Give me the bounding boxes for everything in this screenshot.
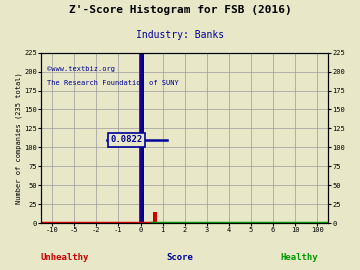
Text: Score: Score (167, 253, 193, 262)
Text: ©www.textbiz.org: ©www.textbiz.org (47, 66, 115, 72)
Text: Unhealthy: Unhealthy (41, 253, 89, 262)
Bar (153, 212, 157, 223)
Text: The Research Foundation of SUNY: The Research Foundation of SUNY (47, 80, 179, 86)
Bar (142, 53, 144, 223)
Text: Healthy: Healthy (280, 253, 318, 262)
Text: Industry: Banks: Industry: Banks (136, 30, 224, 40)
Text: 0.0822: 0.0822 (110, 135, 142, 144)
Y-axis label: Number of companies (235 total): Number of companies (235 total) (15, 72, 22, 204)
Text: Z'-Score Histogram for FSB (2016): Z'-Score Histogram for FSB (2016) (69, 5, 291, 15)
Bar (139, 53, 143, 223)
